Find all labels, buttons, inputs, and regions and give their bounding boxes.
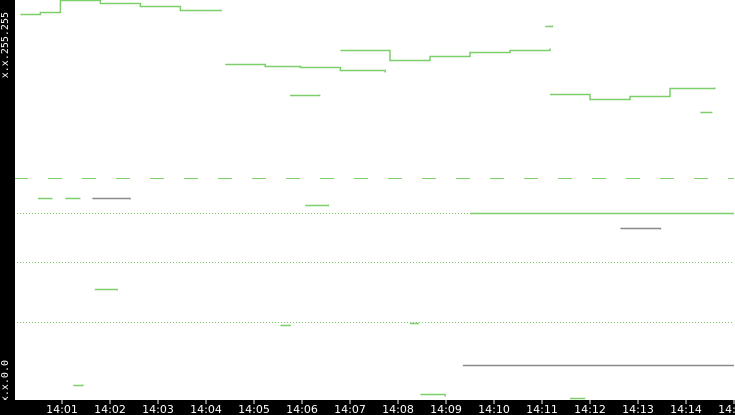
x-tick-label: 14:12 (574, 403, 606, 415)
x-tick-label: 14:06 (286, 403, 318, 415)
x-tick-label: 14:03 (142, 403, 174, 415)
trace-line (420, 393, 446, 397)
y-axis: x.x.255.255 x.x.0.0 (0, 0, 15, 402)
trace-line (410, 322, 419, 325)
trace-line (225, 63, 386, 73)
x-tick-label: 14:02 (94, 403, 126, 415)
x-tick-label: 14:07 (334, 403, 366, 415)
x-tick-label: 14:09 (430, 403, 462, 415)
x-tick-label: 14:05 (238, 403, 270, 415)
trace-line (620, 227, 662, 230)
trace-line (305, 204, 330, 207)
x-tick-label: 14:15 (718, 403, 735, 415)
x-tick-label: 14:13 (622, 403, 654, 415)
trace-line (545, 25, 554, 28)
trace-line (92, 197, 131, 200)
x-tick-label: 14:11 (526, 403, 558, 415)
trace-line (340, 48, 551, 62)
trace-line (550, 87, 716, 101)
x-axis (0, 400, 735, 415)
x-tick-label: 14:08 (382, 403, 414, 415)
trace-line (20, 0, 222, 16)
x-tick-label: 14:10 (478, 403, 510, 415)
trace-line (290, 94, 321, 97)
trace-line (73, 384, 84, 387)
trace-line (94, 288, 118, 291)
x-tick-label: 14:04 (190, 403, 222, 415)
x-tick-label: 14:01 (46, 403, 78, 415)
trace-line (280, 324, 291, 327)
x-tick-label: 14:14 (670, 403, 702, 415)
